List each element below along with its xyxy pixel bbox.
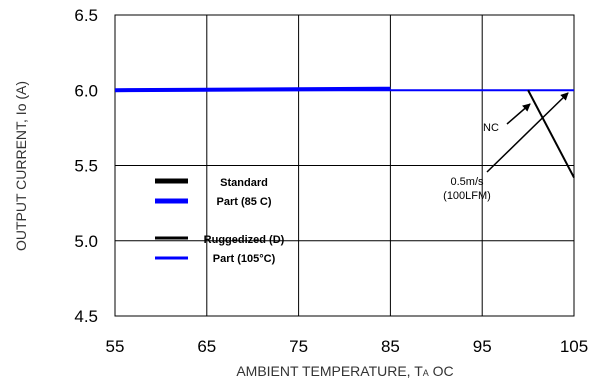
legend-label-line1-0: Standard bbox=[220, 177, 268, 189]
legend-label-line2-0: Part (85 C) bbox=[216, 196, 271, 208]
legend: Standard Part (85 C) Ruggedized (D) Part (1… bbox=[155, 177, 285, 265]
x-axis-title-unit: OC bbox=[429, 363, 454, 379]
series-lines bbox=[114, 86, 575, 179]
x-tick-label-2: 75 bbox=[289, 337, 308, 356]
x-axis-title-subscript: A bbox=[423, 368, 429, 378]
x-axis-title: AMBIENT TEMPERATURE, TA OC bbox=[236, 363, 453, 379]
annotation-arrow-nc bbox=[506, 103, 531, 125]
y-tick-label-4: 6.5 bbox=[74, 6, 98, 25]
y-tick-labels: 4.5 5.0 5.5 6.0 6.5 bbox=[74, 6, 98, 326]
x-tick-label-1: 65 bbox=[197, 337, 216, 356]
annotation-label-0: NC bbox=[483, 122, 499, 134]
y-tick-label-3: 6.0 bbox=[74, 81, 98, 100]
annotation-label-2: (100LFM) bbox=[443, 190, 491, 202]
y-tick-label-2: 5.5 bbox=[74, 157, 98, 176]
y-axis-title: OUTPUT CURRENT, Io (A) bbox=[13, 81, 29, 251]
series-line-2 bbox=[527, 89, 575, 179]
grid bbox=[114, 14, 575, 317]
plot-frame bbox=[114, 14, 575, 317]
legend-label-line1-1: Ruggedized (D) bbox=[204, 234, 285, 246]
x-tick-label-5: 105 bbox=[560, 337, 588, 356]
y-tick-label-0: 4.5 bbox=[74, 307, 98, 326]
x-tick-label-0: 55 bbox=[106, 337, 125, 356]
x-axis-title-main: AMBIENT TEMPERATURE, T bbox=[236, 363, 423, 379]
x-tick-label-4: 95 bbox=[473, 337, 492, 356]
annotation-arrow-airflow bbox=[486, 92, 569, 173]
annotations: NC 0.5m/s (100LFM) bbox=[443, 92, 569, 202]
x-tick-label-3: 85 bbox=[381, 337, 400, 356]
x-tick-labels: 55 65 75 85 95 105 bbox=[106, 337, 589, 356]
annotation-label-1: 0.5m/s bbox=[450, 176, 484, 188]
legend-label-line2-1: Part (105°C) bbox=[213, 253, 276, 265]
y-tick-label-1: 5.0 bbox=[74, 232, 98, 251]
